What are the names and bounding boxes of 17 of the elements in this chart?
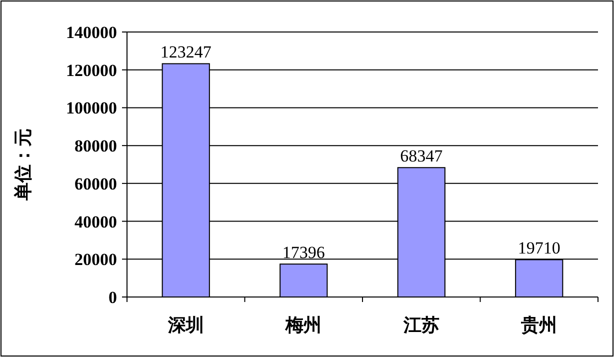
y-tick-label: 80000 <box>74 136 117 156</box>
y-tick-label: 40000 <box>74 212 117 232</box>
x-tick-label: 贵州 <box>520 315 558 335</box>
x-tick-label: 深圳 <box>166 315 204 335</box>
x-tick-label: 梅州 <box>284 315 322 335</box>
y-tick-label: 20000 <box>74 250 117 270</box>
y-tick-label: 100000 <box>66 98 117 118</box>
data-label: 123247 <box>160 42 212 62</box>
data-label: 17396 <box>282 243 325 262</box>
y-axis-title: 单位：元 <box>13 128 33 202</box>
y-tick-label: 0 <box>108 288 117 307</box>
y-tick-label: 120000 <box>66 60 117 80</box>
y-tick-label: 140000 <box>66 23 117 42</box>
data-label: 68347 <box>400 146 444 166</box>
y-tick-label: 60000 <box>74 174 117 194</box>
x-tick-label: 江苏 <box>402 315 440 335</box>
data-label: 19710 <box>518 238 560 258</box>
